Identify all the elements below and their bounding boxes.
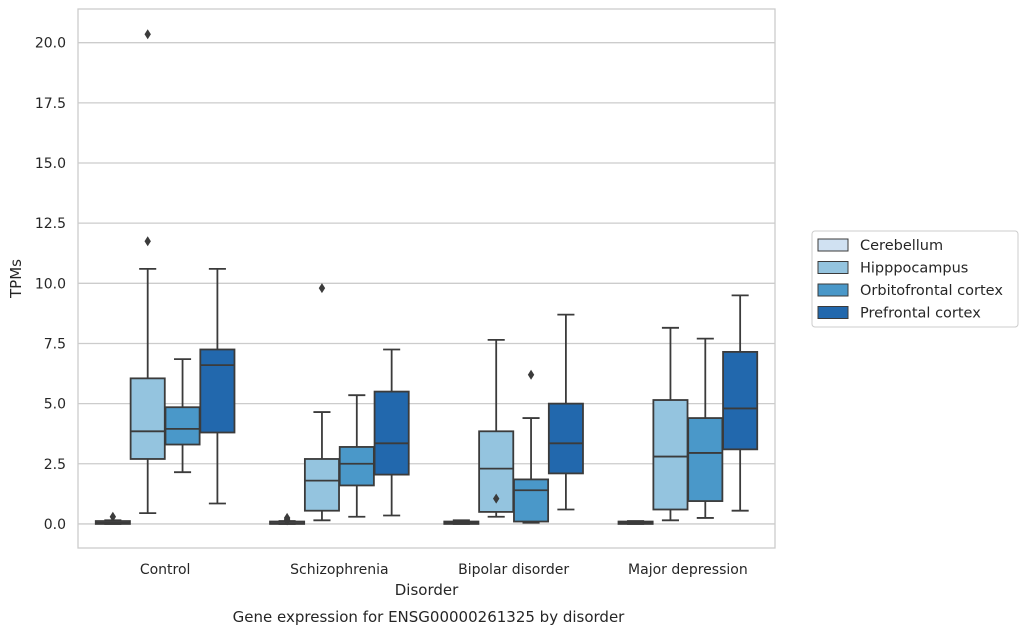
outlier-point: [527, 369, 535, 380]
box-body: [338, 446, 375, 487]
outlier-point: [109, 511, 117, 522]
legend-swatch: [817, 283, 849, 297]
y-tick-labels: 0.0 2.5 5.0 7.5 10.0 12.5 15.0 17.5 20.0: [35, 36, 66, 533]
y-tick-label: 20.0: [35, 36, 66, 52]
legend-label: Prefrontal cortex: [860, 306, 981, 322]
legend-swatch: [817, 306, 849, 319]
x-tick-label: Schizophrenia: [290, 562, 388, 578]
box-cerebellum: [443, 519, 480, 525]
outlier-point: [493, 493, 500, 504]
box-body: [722, 350, 759, 451]
box-hipppocampus: [303, 283, 340, 522]
box-hipppocampus: [129, 29, 166, 515]
box-cerebellum: [269, 512, 306, 526]
box-hipppocampus: [652, 326, 689, 522]
box-prefrontal-cortex: [547, 313, 584, 511]
outlier-point: [283, 515, 291, 526]
plot-frame: [77, 8, 776, 549]
y-tick-label: 7.5: [44, 336, 66, 352]
legend-box: [811, 230, 1019, 328]
chart-caption: Gene expression for ENSG00000261325 by d…: [233, 608, 626, 626]
box-body: [303, 458, 340, 512]
y-tick-label: 12.5: [35, 216, 66, 232]
grid-lines: [78, 42, 775, 525]
x-axis-label: Disorder: [395, 581, 459, 599]
y-tick-label: 15.0: [35, 156, 66, 172]
box-prefrontal-cortex: [373, 348, 410, 517]
legend-label: Orbitofrontal cortex: [860, 283, 1003, 299]
box-cerebellum: [617, 520, 654, 525]
legend-swatch: [817, 261, 849, 274]
x-tick-labels: Control Schizophrenia Bipolar disorder Majo…: [140, 562, 748, 578]
x-tick-label: Bipolar disorder: [458, 562, 569, 578]
x-tick-label: Control: [140, 562, 191, 578]
box-prefrontal-cortex: [722, 294, 759, 512]
y-tick-label: 5.0: [44, 397, 66, 413]
legend-swatch: [817, 238, 849, 252]
box-body: [129, 377, 166, 460]
outlier-point: [144, 29, 151, 40]
box-body: [199, 348, 236, 434]
legend: Cerebellum Hipppocampus Orbitofrontal cort…: [811, 230, 1019, 328]
legend-label: Hipppocampus: [860, 261, 968, 277]
y-tick-label: 2.5: [44, 457, 66, 473]
outlier-point: [144, 236, 151, 247]
box-body: [513, 478, 550, 523]
box-orbitofrontal-cortex: [687, 337, 724, 519]
box-body: [373, 390, 410, 476]
box-orbitofrontal-cortex: [164, 358, 201, 474]
y-tick-label: 17.5: [35, 96, 66, 112]
outlier-point: [318, 283, 326, 294]
box-hipppocampus: [478, 338, 515, 518]
y-tick-label: 10.0: [35, 276, 66, 292]
box-cerebellum: [94, 511, 131, 525]
box-body: [547, 402, 584, 475]
box-body: [687, 417, 724, 502]
box-orbitofrontal-cortex: [513, 369, 550, 524]
box-orbitofrontal-cortex: [338, 394, 375, 518]
legend-label: Cerebellum: [860, 238, 943, 254]
y-axis-label: TPMs: [7, 259, 25, 299]
box-prefrontal-cortex: [199, 267, 236, 505]
x-tick-label: Major depression: [628, 562, 748, 578]
boxes: [94, 29, 759, 526]
box-body: [652, 399, 689, 511]
box-body: [164, 406, 201, 446]
y-tick-label: 0.0: [44, 517, 66, 533]
